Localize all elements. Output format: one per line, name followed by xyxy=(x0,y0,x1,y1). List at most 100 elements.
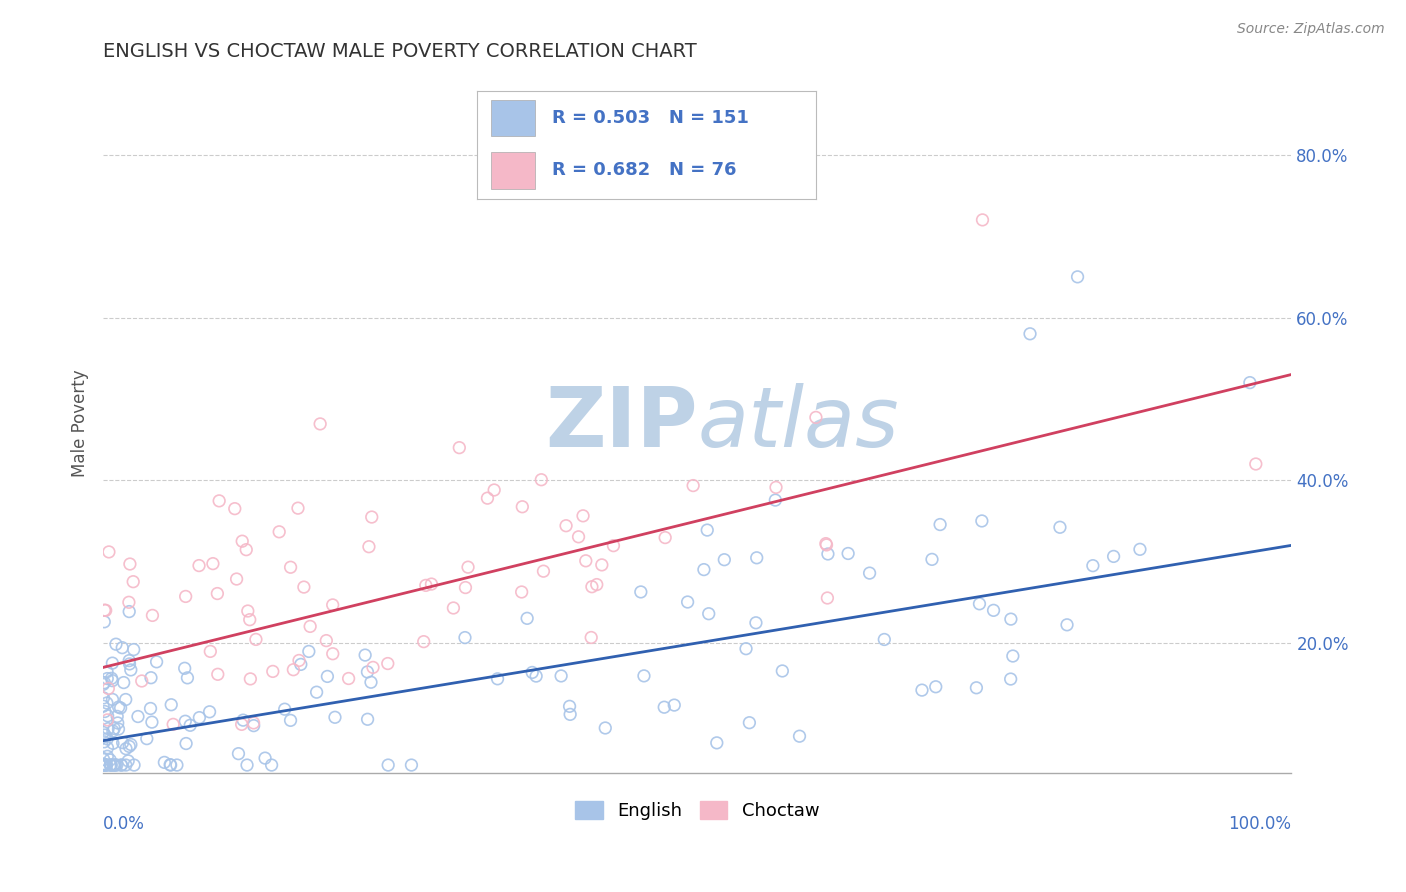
Point xyxy=(283,663,305,677)
Point xyxy=(110,758,132,772)
Point xyxy=(360,675,382,690)
Point xyxy=(567,530,589,544)
Point xyxy=(179,718,201,732)
Point xyxy=(929,517,952,532)
Point xyxy=(96,713,118,727)
Point xyxy=(159,758,181,772)
Point xyxy=(401,758,423,772)
Point xyxy=(815,591,838,605)
Point xyxy=(131,673,153,688)
Point xyxy=(486,672,509,686)
Point xyxy=(173,661,195,675)
Point xyxy=(530,473,553,487)
Point xyxy=(91,758,114,772)
Point xyxy=(337,672,360,686)
Point xyxy=(591,558,613,572)
Point xyxy=(713,552,735,566)
Point xyxy=(114,692,136,706)
Point xyxy=(273,702,295,716)
Point xyxy=(972,213,994,227)
Point xyxy=(361,660,384,674)
Text: ENGLISH VS CHOCTAW MALE POVERTY CORRELATION CHART: ENGLISH VS CHOCTAW MALE POVERTY CORRELAT… xyxy=(103,42,697,61)
Point xyxy=(176,671,198,685)
Point xyxy=(269,524,291,539)
Point xyxy=(558,699,581,714)
Point xyxy=(118,654,141,668)
Point xyxy=(290,657,312,672)
Point xyxy=(93,758,115,772)
Point xyxy=(735,641,758,656)
Point xyxy=(103,758,125,772)
Point xyxy=(706,736,728,750)
Point xyxy=(236,604,259,618)
Point xyxy=(1081,558,1104,573)
Point xyxy=(91,677,114,691)
Point xyxy=(299,619,322,633)
Point xyxy=(231,717,253,731)
Point xyxy=(765,480,787,494)
Point xyxy=(200,644,222,658)
Point xyxy=(188,558,211,573)
Point xyxy=(101,724,124,739)
Point xyxy=(139,701,162,715)
Point xyxy=(91,756,114,771)
Point xyxy=(97,722,120,736)
Point xyxy=(122,574,145,589)
Point xyxy=(122,642,145,657)
Point xyxy=(970,514,993,528)
Point xyxy=(745,550,768,565)
Point xyxy=(356,712,378,726)
Point xyxy=(814,536,837,550)
Point xyxy=(100,758,122,772)
Point xyxy=(93,735,115,749)
Point xyxy=(201,557,224,571)
Point xyxy=(166,758,188,772)
Point xyxy=(224,501,246,516)
Point xyxy=(1066,269,1088,284)
Point xyxy=(231,534,253,549)
Point xyxy=(104,758,127,772)
Point xyxy=(96,749,118,764)
Point xyxy=(96,740,118,755)
Point xyxy=(97,681,120,696)
Text: Source: ZipAtlas.com: Source: ZipAtlas.com xyxy=(1237,22,1385,37)
Point xyxy=(454,581,477,595)
Point xyxy=(174,737,197,751)
Point xyxy=(280,714,302,728)
Point xyxy=(1239,376,1261,390)
Point xyxy=(235,542,257,557)
Point xyxy=(117,754,139,768)
Point xyxy=(174,714,197,729)
Point xyxy=(101,656,124,670)
Point xyxy=(103,722,125,736)
Point xyxy=(115,741,138,756)
Point xyxy=(693,563,716,577)
Point xyxy=(287,501,309,516)
Text: atlas: atlas xyxy=(697,383,898,464)
Point xyxy=(1056,617,1078,632)
Point xyxy=(322,647,344,661)
Point xyxy=(357,540,380,554)
Point xyxy=(239,672,262,686)
Point xyxy=(858,566,880,580)
Point xyxy=(1244,457,1267,471)
Point xyxy=(174,590,197,604)
Point xyxy=(676,595,699,609)
Point xyxy=(127,709,149,723)
Point xyxy=(524,669,547,683)
Point xyxy=(208,494,231,508)
Point xyxy=(354,648,377,662)
Point xyxy=(96,672,118,686)
Point xyxy=(921,552,943,566)
Point xyxy=(239,613,262,627)
Point xyxy=(236,758,259,772)
Point xyxy=(969,597,991,611)
Point xyxy=(593,721,616,735)
Point xyxy=(120,663,142,677)
Point xyxy=(207,667,229,681)
Point xyxy=(763,493,786,508)
Point xyxy=(111,640,134,655)
Point xyxy=(97,709,120,723)
Point xyxy=(232,713,254,727)
Point xyxy=(96,665,118,679)
